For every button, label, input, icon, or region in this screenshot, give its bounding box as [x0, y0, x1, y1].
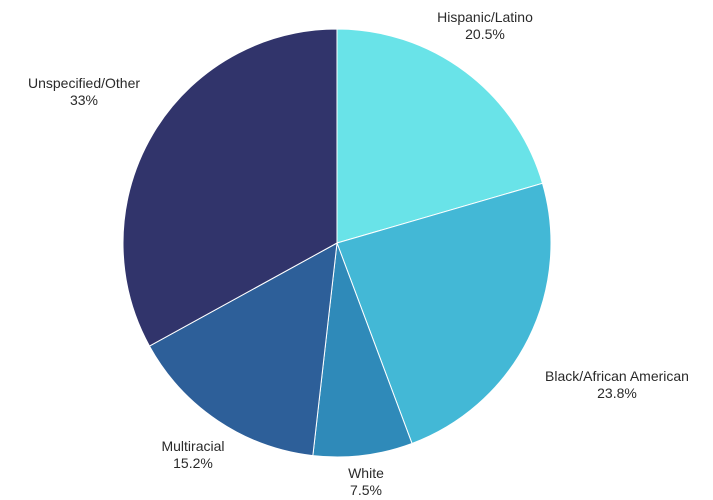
pie-slice-hispanic-latino [336, 28, 544, 244]
pie-slice-white [312, 242, 413, 458]
slice-category-text: Hispanic/Latino [437, 9, 533, 25]
slice-label-hispanic-latino: Hispanic/Latino 20.5% [437, 9, 533, 42]
slice-category-text: Black/African American [545, 368, 689, 384]
slice-value-text: 7.5% [350, 482, 382, 498]
slice-category-text: White [348, 465, 384, 481]
slice-category-text: Multiracial [161, 438, 224, 454]
slice-value-text: 15.2% [173, 455, 213, 471]
slice-value-text: 33% [70, 92, 98, 108]
slice-label-white: White 7.5% [348, 465, 384, 498]
slice-value-text: 20.5% [465, 26, 505, 42]
slice-labels: Hispanic/Latino 20.5% Black/African Americ… [28, 9, 689, 498]
pie-slices [122, 28, 552, 458]
slice-category-text: Unspecified/Other [28, 75, 140, 91]
pie-slice-black-african-american [336, 182, 552, 445]
slice-value-text: 23.8% [597, 385, 637, 401]
slice-label-black-african-american: Black/African American 23.8% [545, 368, 689, 401]
pie-slice-multiracial [148, 242, 338, 457]
pie-slice-unspecified-other [122, 28, 338, 347]
slice-label-unspecified-other: Unspecified/Other 33% [28, 75, 140, 108]
slice-label-multiracial: Multiracial 15.2% [161, 438, 224, 471]
